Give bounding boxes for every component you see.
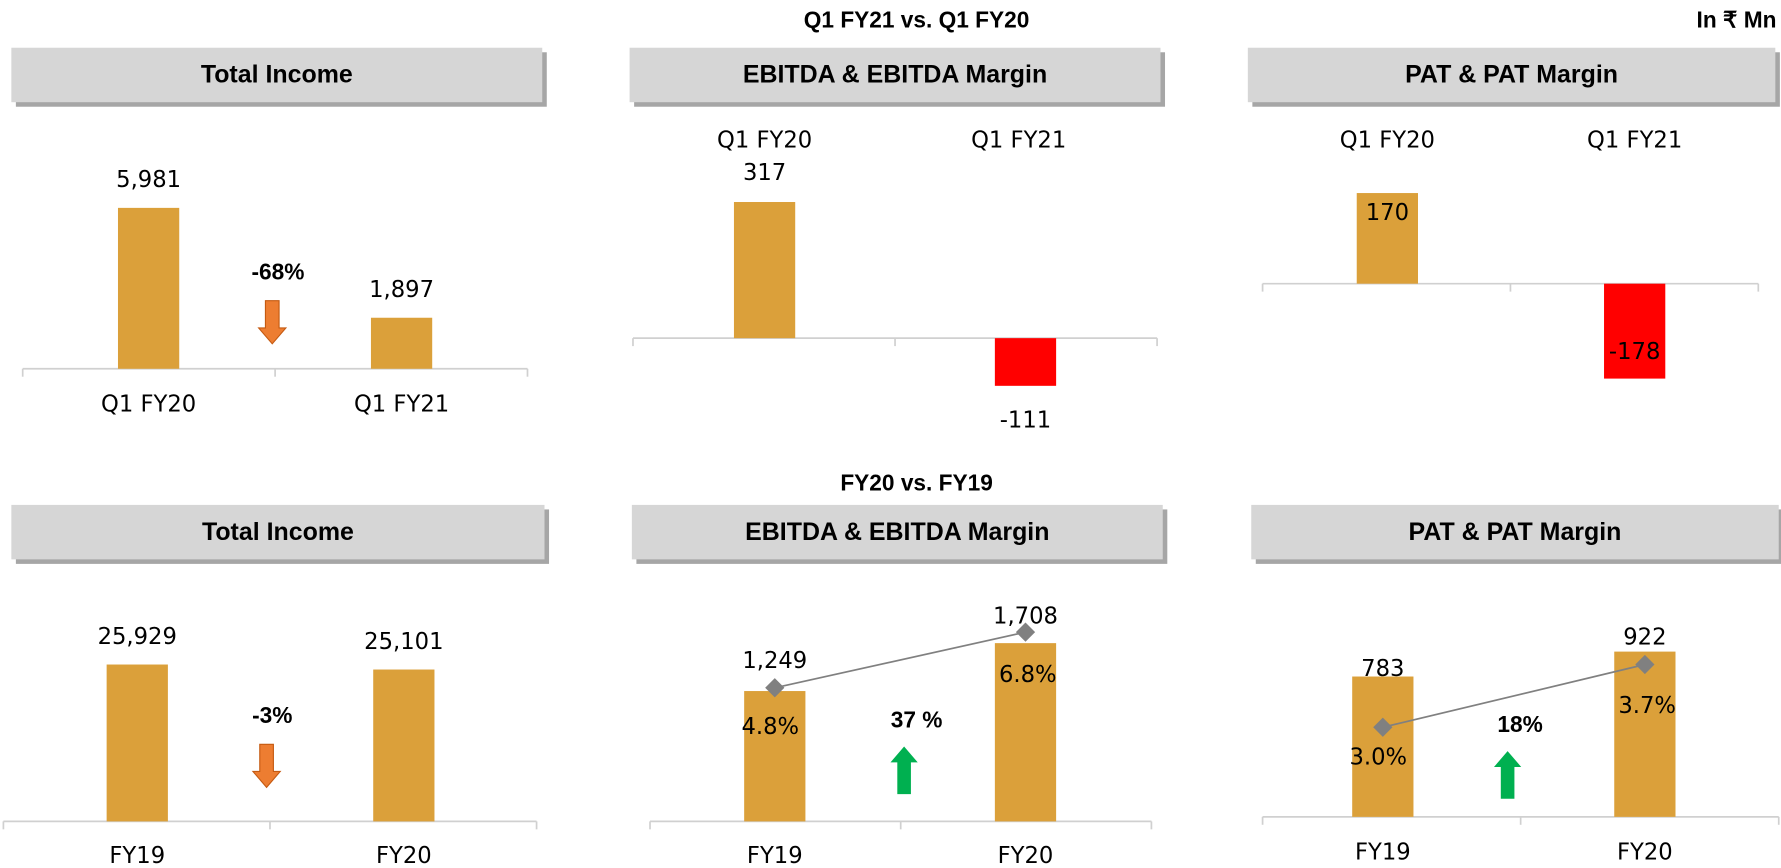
value-label: 922 <box>1623 624 1666 650</box>
margin-marker <box>1015 622 1036 642</box>
margin-label: 3.0% <box>1349 744 1407 770</box>
title-box <box>1247 47 1776 103</box>
category-label: Q1 FY20 <box>101 392 196 418</box>
change-arrow <box>1493 751 1522 799</box>
chart-title: Total Income <box>201 61 353 89</box>
chart-title: EBITDA & EBITDA Margin <box>745 518 1049 546</box>
chart-title: Total Income <box>202 518 354 546</box>
bar <box>1356 193 1418 284</box>
bar <box>370 317 433 369</box>
change-label: -3% <box>252 702 292 728</box>
bar <box>994 338 1057 386</box>
value-label: -111 <box>1000 407 1051 433</box>
title-box <box>11 47 543 103</box>
bar <box>744 691 806 822</box>
chart-title: EBITDA & EBITDA Margin <box>743 61 1047 89</box>
margin-line <box>1382 663 1646 729</box>
margin-label: 3.7% <box>1618 693 1676 719</box>
title-box <box>11 504 545 560</box>
value-label: 1,897 <box>369 277 434 303</box>
bar <box>994 643 1057 822</box>
bar <box>1604 283 1666 379</box>
value-label: 25,101 <box>364 629 443 655</box>
category-label: FY20 <box>376 843 432 868</box>
category-label: FY19 <box>109 843 165 868</box>
category-label: FY20 <box>1617 840 1673 866</box>
title-box <box>631 504 1163 560</box>
margin-label: 4.8% <box>741 714 799 740</box>
change-label: -68% <box>251 258 304 284</box>
value-label: 783 <box>1361 656 1404 682</box>
margin-marker <box>765 678 785 698</box>
value-label: 1,249 <box>742 648 807 674</box>
value-label: 170 <box>1366 200 1409 226</box>
chart-title: PAT & PAT Margin <box>1405 61 1618 89</box>
change-arrow <box>257 300 288 345</box>
section-heading: FY20 vs. FY19 <box>840 469 993 495</box>
margin-marker <box>1635 654 1655 675</box>
category-label: Q1 FY20 <box>1340 127 1435 153</box>
bar <box>373 669 435 822</box>
value-label: 5,981 <box>116 167 181 193</box>
title-box <box>1251 504 1779 560</box>
bar <box>117 207 180 369</box>
bar <box>1614 651 1676 817</box>
value-label: -178 <box>1609 339 1660 365</box>
category-label: FY20 <box>998 843 1054 868</box>
unit-note: In ₹ Mn <box>1697 7 1777 33</box>
value-label: 317 <box>743 160 786 186</box>
category-label: FY19 <box>1355 840 1411 866</box>
change-arrow <box>890 746 918 795</box>
bar <box>1352 676 1414 817</box>
change-label: 37 % <box>891 707 943 733</box>
section-heading: Q1 FY21 vs. Q1 FY20 <box>804 7 1030 33</box>
bar <box>106 664 168 822</box>
category-label: Q1 FY21 <box>971 127 1066 153</box>
category-label: Q1 FY21 <box>354 392 449 418</box>
change-label: 18% <box>1497 711 1542 737</box>
change-arrow <box>251 743 282 789</box>
margin-label: 6.8% <box>999 662 1057 688</box>
value-label: 25,929 <box>98 624 177 650</box>
bar <box>733 202 796 339</box>
title-box <box>629 47 1161 103</box>
category-label: Q1 FY20 <box>717 127 812 153</box>
chart-title: PAT & PAT Margin <box>1409 518 1622 546</box>
category-label: FY19 <box>747 843 803 868</box>
margin-line <box>774 631 1026 689</box>
category-label: Q1 FY21 <box>1587 127 1682 153</box>
